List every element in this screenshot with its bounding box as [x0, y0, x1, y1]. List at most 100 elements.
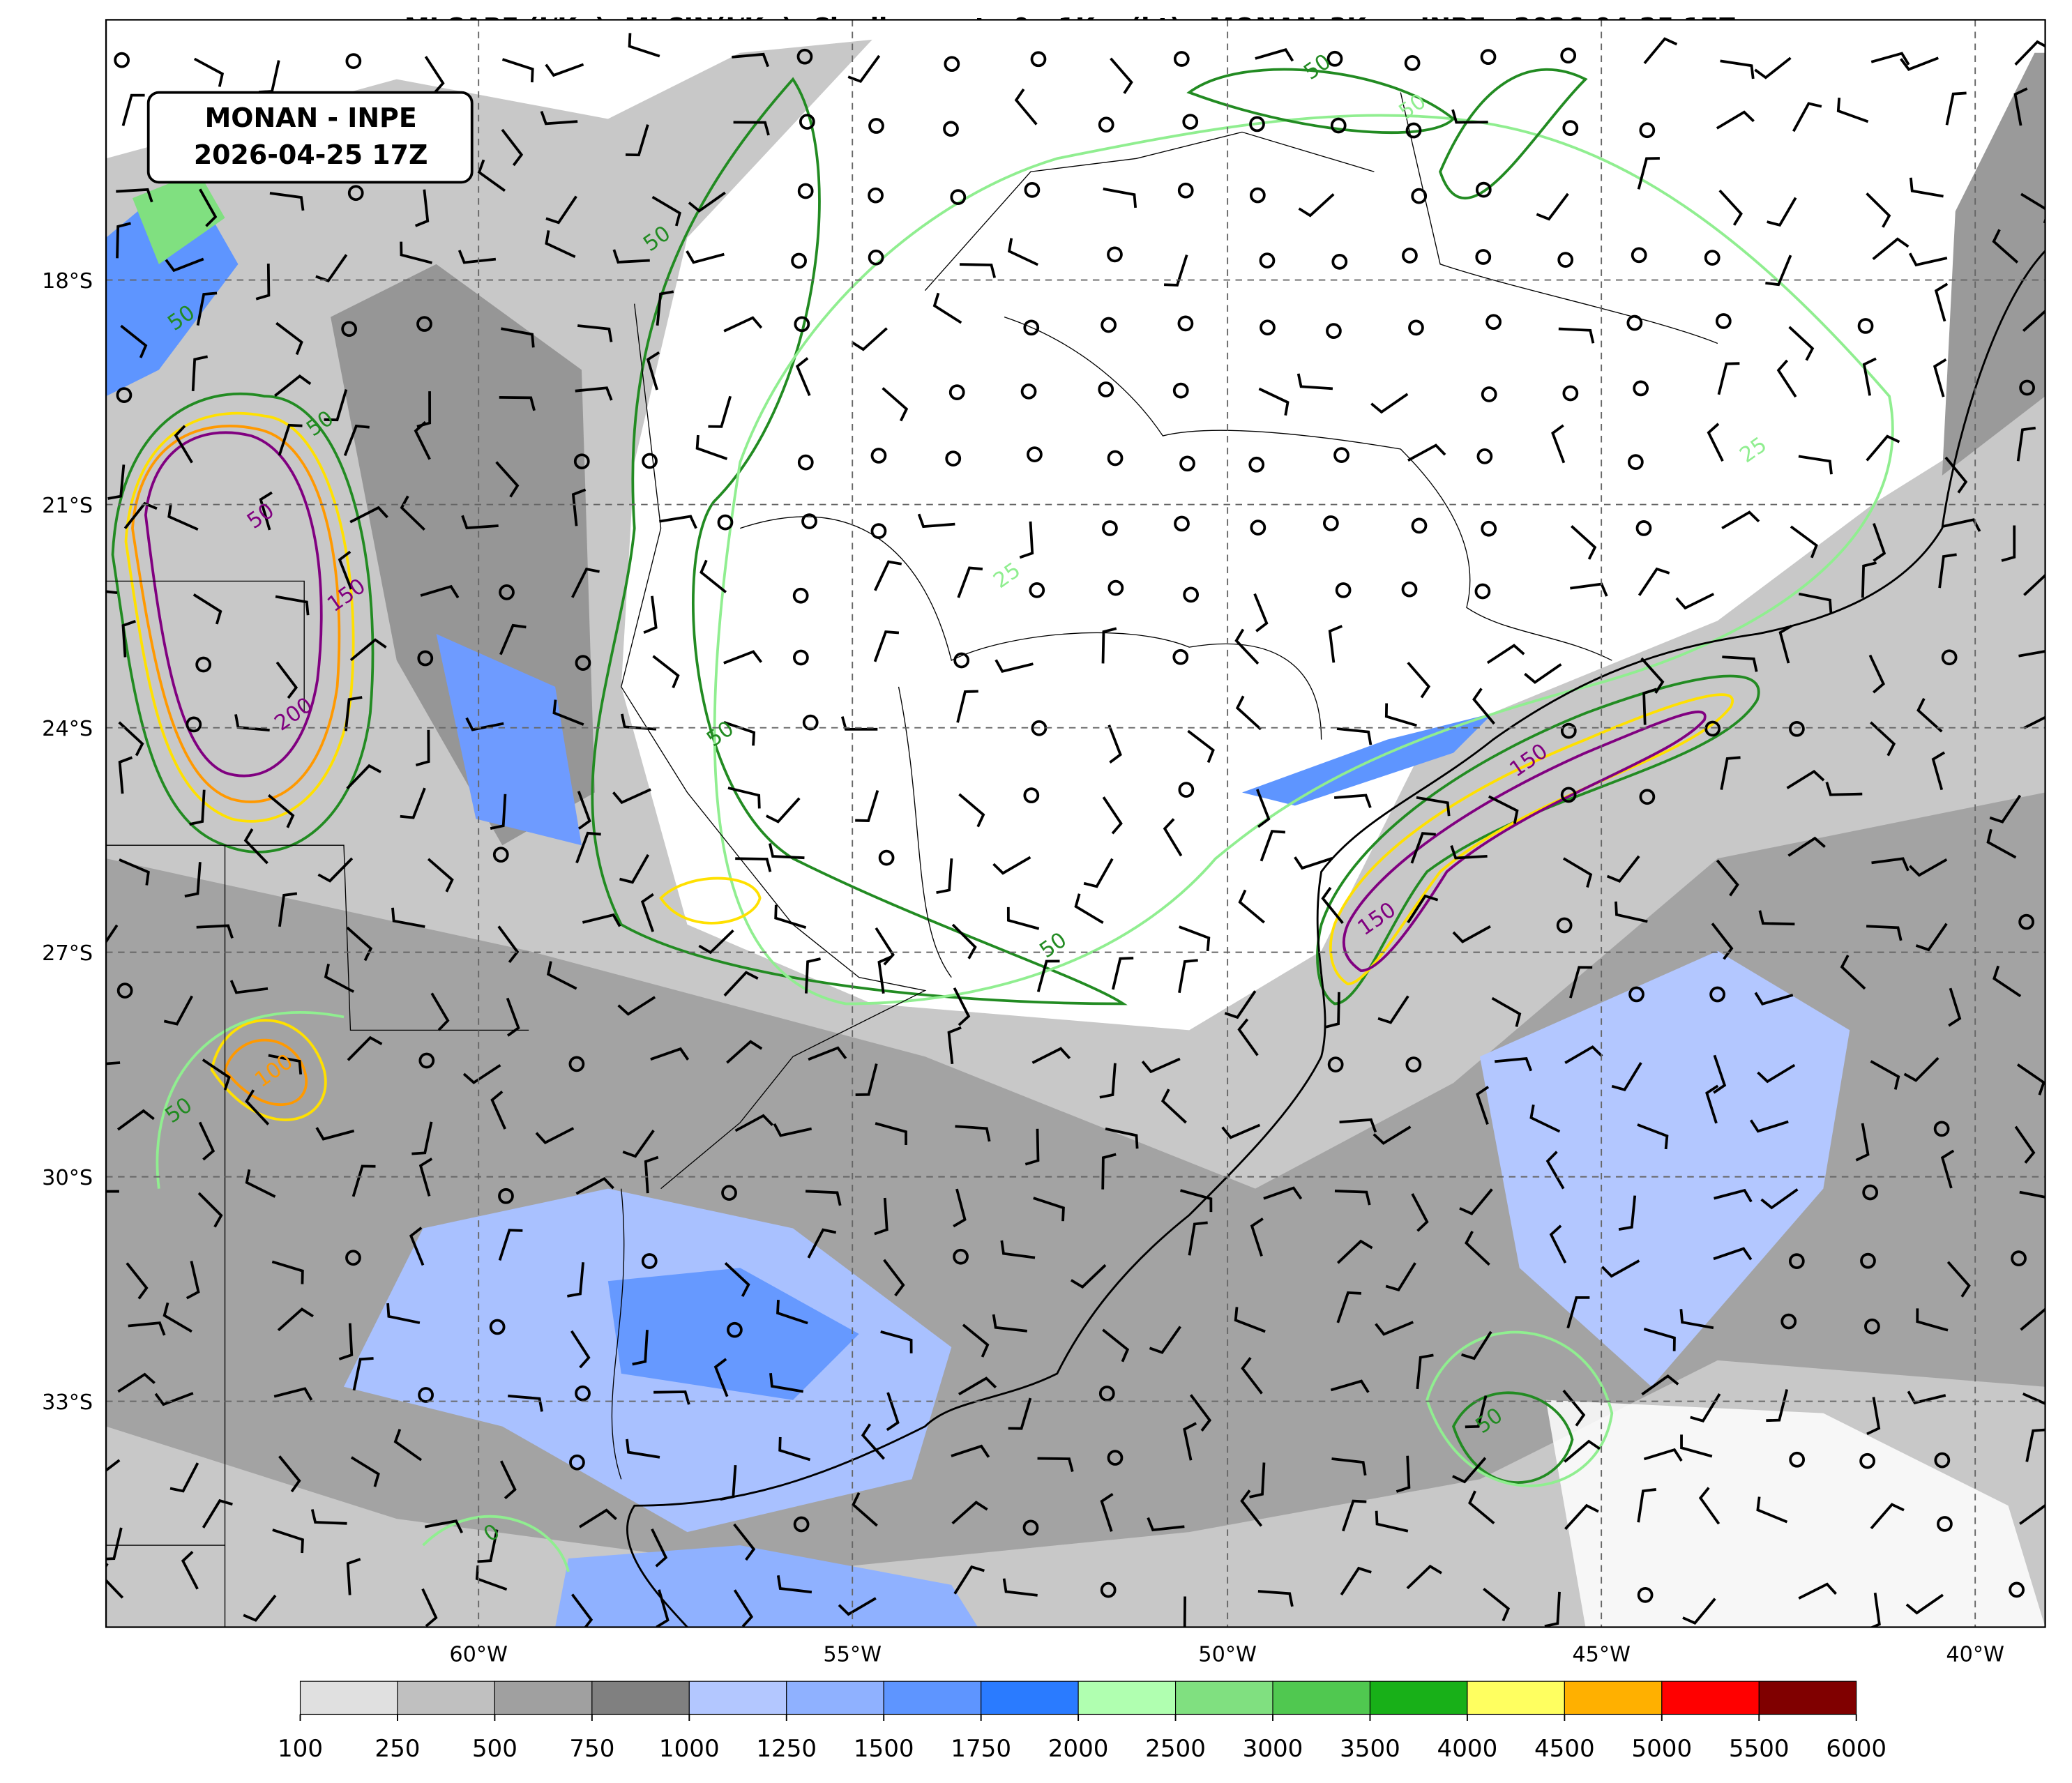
- calm-circle: [1474, 583, 1491, 600]
- wind-barb: [1465, 1230, 1490, 1266]
- wind-barb: [1836, 98, 1869, 123]
- wind-barb: [415, 729, 430, 767]
- calm-circle: [418, 1387, 434, 1403]
- wind-barb: [1536, 192, 1569, 221]
- wind-barb: [1483, 1587, 1511, 1622]
- wind-barb: [1256, 789, 1271, 828]
- calm-circle: [1864, 1318, 1880, 1335]
- wind-barb: [268, 1054, 303, 1075]
- wind-barb: [1718, 189, 1743, 226]
- wind-barb: [1760, 1188, 1799, 1210]
- wind-barb: [1909, 858, 1948, 877]
- calm-circle: [1780, 1313, 1797, 1330]
- wind-barb: [1989, 794, 2022, 824]
- wind-barb: [1690, 1393, 1721, 1422]
- wind-barb: [1372, 1125, 1412, 1145]
- calm-circle: [114, 52, 130, 68]
- calm-circle: [878, 849, 895, 866]
- wind-barb: [734, 1114, 774, 1132]
- calm-circle: [1178, 782, 1195, 798]
- wind-barb: [1524, 663, 1562, 684]
- wind-barb: [202, 1499, 233, 1528]
- wind-barb: [400, 241, 432, 264]
- wind-barb: [243, 1594, 277, 1622]
- wind-barb: [1637, 1123, 1669, 1150]
- wind-barb: [720, 1464, 737, 1501]
- calm-circle: [1098, 116, 1114, 133]
- wind-barb: [501, 128, 524, 167]
- cape-shading: [436, 634, 582, 846]
- wind-barb: [1375, 1510, 1409, 1533]
- wind-barb: [1942, 518, 1981, 532]
- calm-circle: [1326, 323, 1342, 339]
- cape-shading: [555, 1545, 978, 1628]
- calm-circle: [1639, 789, 1656, 805]
- wind-barb: [1679, 1309, 1714, 1330]
- wind-barb: [726, 1040, 763, 1064]
- calm-circle: [1411, 188, 1428, 204]
- colorbar: 100 250 500 750 1000 1250 1500 1750 2000 2500 3000…: [278, 1680, 1886, 1763]
- calm-circle: [1560, 47, 1577, 64]
- wind-barb: [414, 189, 430, 227]
- wind-barb: [1102, 1328, 1130, 1363]
- wind-barb: [1787, 836, 1826, 857]
- wind-barb: [106, 1527, 123, 1561]
- calm-circle: [945, 450, 962, 466]
- wind-barb: [275, 661, 298, 699]
- wind-barb: [1915, 923, 1948, 952]
- wind-barb: [1250, 1217, 1264, 1257]
- wind-barb: [418, 1158, 433, 1197]
- wind-barb: [229, 980, 269, 994]
- wind-barb: [1037, 1457, 1074, 1472]
- colorbar-segment: [1467, 1680, 1565, 1715]
- lon-label: 40°W: [1946, 1643, 2004, 1667]
- colorbar-label: 3000: [1243, 1735, 1303, 1763]
- info-box: MONAN - INPE 2026-04-25 17Z: [146, 91, 474, 184]
- wind-barb: [1754, 56, 1792, 79]
- wind-barb: [245, 1089, 270, 1125]
- calm-circle: [1177, 315, 1194, 332]
- colorbar-label: 1750: [951, 1735, 1011, 1763]
- wind-barb: [958, 793, 985, 828]
- calm-circle: [1560, 787, 1577, 803]
- wind-barb: [1566, 1296, 1590, 1329]
- calm-circle: [953, 1248, 969, 1265]
- wind-barb: [535, 1127, 575, 1144]
- calm-circle: [1107, 246, 1123, 263]
- wind-barb: [700, 559, 727, 593]
- wind-barb: [917, 513, 955, 529]
- wind-barb: [621, 713, 657, 731]
- wind-barb: [1615, 901, 1648, 923]
- calm-circle: [1098, 381, 1114, 397]
- wind-barb: [349, 506, 388, 524]
- wind-barb: [477, 1529, 499, 1563]
- wind-barb: [1861, 561, 1877, 598]
- wind-barb: [165, 257, 204, 273]
- wind-barb: [1036, 959, 1060, 992]
- wind-barb: [278, 423, 303, 456]
- wind-barb: [420, 584, 460, 599]
- info-box-line: 2026-04-25 17Z: [194, 139, 428, 170]
- wind-barb: [877, 955, 892, 994]
- calm-circle: [1860, 1252, 1876, 1269]
- wind-barb: [1187, 729, 1215, 764]
- wind-barb: [953, 1565, 985, 1595]
- wind-barb: [582, 913, 621, 927]
- wind-barb: [1105, 1127, 1139, 1149]
- calm-circle: [802, 714, 819, 731]
- calm-circle: [641, 1253, 658, 1269]
- wind-barb: [1916, 1308, 1949, 1332]
- lat-label: 18°S: [42, 269, 93, 294]
- wind-barb: [776, 1300, 808, 1325]
- wind-barb: [1321, 886, 1344, 924]
- wind-barb: [1869, 1593, 1881, 1628]
- wind-barb: [795, 357, 811, 397]
- wind-barb: [1871, 857, 1910, 872]
- calm-circle: [801, 513, 817, 529]
- wind-barb: [192, 593, 222, 625]
- wind-barb: [1257, 1590, 1294, 1607]
- wind-barb: [128, 1321, 166, 1336]
- wind-barb: [1472, 688, 1495, 725]
- wind-barb: [617, 996, 656, 1016]
- calm-circle: [1862, 1184, 1879, 1201]
